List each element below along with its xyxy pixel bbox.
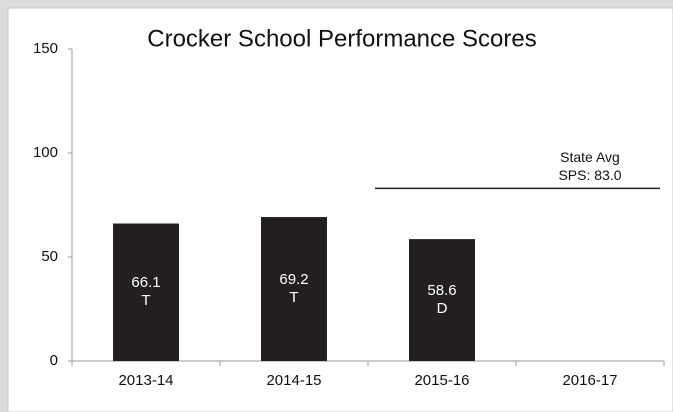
reference-label: State Avg	[560, 149, 620, 165]
reference-label: SPS: 83.0	[558, 167, 621, 183]
y-tick-label: 0	[50, 352, 58, 369]
x-tick-label: 2016-17	[562, 372, 617, 389]
chart-title: Crocker School Performance Scores	[147, 25, 536, 52]
bar	[113, 223, 179, 361]
data-label: 69.2	[279, 271, 308, 288]
y-tick-label: 100	[33, 144, 58, 161]
x-tick-label: 2014-15	[266, 372, 321, 389]
bar	[409, 239, 475, 361]
bar	[261, 217, 327, 361]
x-tick-label: 2015-16	[414, 372, 469, 389]
y-tick-label: 150	[33, 40, 58, 57]
grade-label: T	[141, 292, 150, 309]
y-tick-label: 50	[41, 248, 58, 265]
grade-label: D	[437, 300, 448, 317]
x-tick-label: 2013-14	[118, 372, 173, 389]
chart-panel	[7, 7, 673, 412]
data-label: 58.6	[427, 282, 456, 299]
grade-label: T	[289, 289, 298, 306]
data-label: 66.1	[131, 274, 160, 291]
